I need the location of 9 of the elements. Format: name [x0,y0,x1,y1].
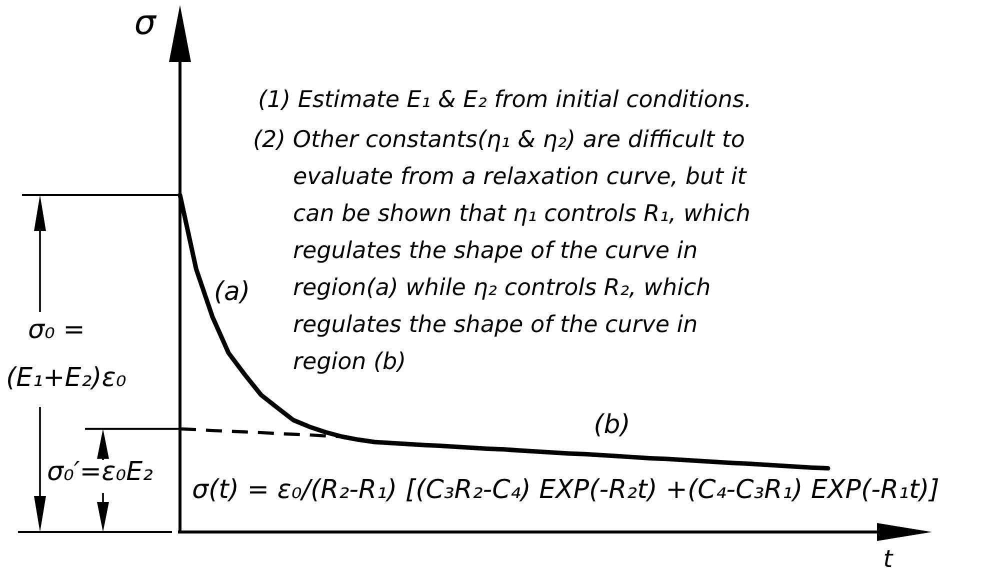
y-axis-title: σ [134,3,158,43]
x-axis-title: t [883,545,894,573]
text: σ₀ = (E₁+E₂)ε₀ [6,315,127,393]
annotation: (b) [594,410,630,440]
text: σ₀′=ε₀E₂ [47,457,153,487]
annotation: (2) Other constants(η₁ & η₂) are difficult to evaluate from a relaxation curve, but it can be shown that η₁ controls R₁, which regulates the shape of the curve in region(a) while η₂ controls R₂, which regulates the shape of the curve in region (b) [253,127,750,375]
annotation: (a) [214,277,250,307]
annotation: σ(t) = ε₀/(R₂-R₁) [(C₃R₂-C₄) EXP(-R₂t) +(C₄-C₃R₁) EXP(-R₁t)] [192,475,940,505]
text: (1) Estimate E₁ & E₂ from initial conditions. [258,87,752,113]
